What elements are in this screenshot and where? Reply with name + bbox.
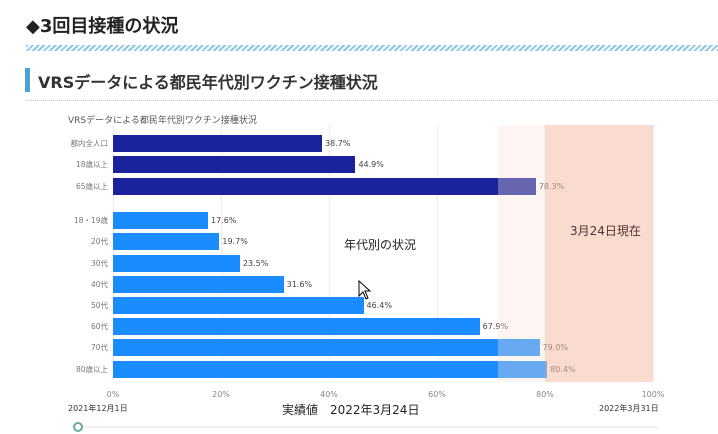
bar[interactable] [113,212,209,229]
gridline [329,125,330,380]
category-label: 18歳以上 [75,160,108,169]
page-heading: ◆3回目接種の状況 [26,16,179,37]
gridline [653,125,654,380]
timeline-slider-handle[interactable] [73,422,83,432]
bar[interactable] [113,156,356,173]
chart-title: VRSデータによる都民年代別ワクチン接種状況 [68,116,257,126]
x-tick-label: 40% [320,390,338,399]
bar[interactable] [113,255,240,272]
category-label: 30代 [90,259,108,268]
data-label: 44.9% [358,160,384,169]
bar[interactable] [113,318,480,335]
category-label: 18・19歳 [73,216,108,225]
category-label: 都内全人口 [70,139,109,148]
gridline [221,125,222,380]
x-tick-label: 80% [536,390,554,399]
timeline-track[interactable] [78,426,658,428]
bar[interactable] [113,276,284,293]
bar[interactable] [113,297,364,314]
data-label: 17.6% [211,216,237,225]
section-divider [26,100,718,101]
category-label: 60代 [90,322,108,331]
section-accent [25,68,30,92]
bar[interactable] [113,135,322,152]
group-annotation: 年代別の状況 [344,238,417,252]
mouse-cursor-icon [358,279,372,304]
category-label: 70代 [90,343,108,352]
shade-current-region [545,125,653,382]
data-label: 67.9% [482,322,509,331]
gridline [113,125,114,380]
category-label: 20代 [90,237,108,246]
bar[interactable] [113,178,536,195]
heading-divider [26,45,718,51]
category-label: 50代 [90,301,108,310]
bar[interactable] [113,233,220,250]
bar[interactable] [113,361,548,378]
data-label: 31.6% [286,280,313,289]
gridline [437,125,438,380]
data-label: 23.5% [242,259,269,268]
x-tick-label: 20% [212,390,230,399]
current-annotation: 3月24日現在 [570,224,641,238]
bar[interactable] [113,339,540,356]
data-label: 46.4% [366,301,392,310]
x-tick-label: 100% [641,390,665,399]
data-label: 19.7% [222,237,248,246]
section-title: VRSデータによる都民年代別ワクチン接種状況 [38,73,378,92]
timeline-end: 2022年3月31日 [599,404,659,413]
shade-light-region [498,125,545,382]
timeline-start: 2021年12月1日 [68,404,128,413]
category-label: 80歳以上 [75,365,108,374]
category-label: 40代 [90,280,108,289]
x-tick-label: 0% [106,390,120,399]
x-tick-label: 60% [428,390,446,399]
category-label: 65歳以上 [75,182,108,191]
timeline-current: 実績値 2022年3月24日 [282,403,420,417]
data-label: 38.7% [324,139,351,148]
